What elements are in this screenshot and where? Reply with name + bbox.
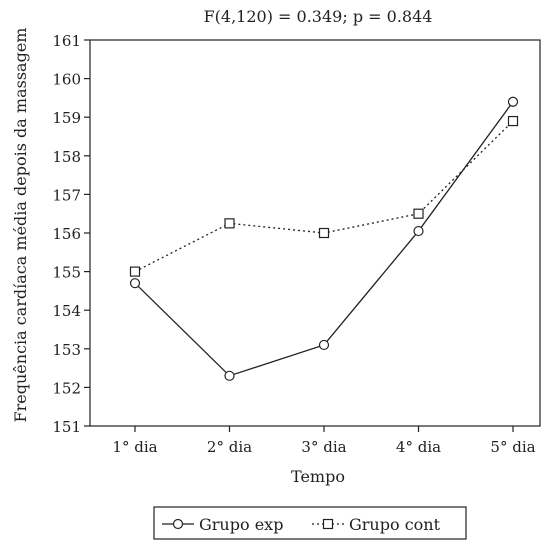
data-point xyxy=(507,115,519,127)
series-line xyxy=(134,101,514,377)
data-point xyxy=(129,266,141,277)
series-1 xyxy=(129,96,519,381)
y-axis-label: Frequência cardíaca média depois da mass… xyxy=(11,28,30,423)
plot-frame xyxy=(89,39,541,427)
y-tick-label: 160 xyxy=(52,71,81,89)
y-tick-label: 161 xyxy=(52,32,81,50)
data-point xyxy=(413,208,424,219)
y-tick-label: 158 xyxy=(52,148,81,166)
legend-marker xyxy=(322,518,334,530)
x-tick-label: 2° dia xyxy=(207,438,252,456)
legend-box xyxy=(153,506,467,540)
y-tick-label: 155 xyxy=(52,264,81,282)
data-point xyxy=(507,96,519,107)
data-point xyxy=(224,218,235,229)
axes: 151 152 153 154 155 156 157 158 159 160 161 1° dia 2… xyxy=(52,32,541,456)
data-point xyxy=(224,370,235,381)
y-tick-label: 157 xyxy=(52,186,81,204)
series-layer xyxy=(129,96,519,381)
y-tick-label: 152 xyxy=(52,379,81,397)
data-point xyxy=(318,339,330,351)
series-2 xyxy=(129,115,519,277)
data-point xyxy=(129,278,141,289)
legend: Grupo exp Grupo cont xyxy=(153,506,467,540)
y-tick-label: 159 xyxy=(52,109,81,127)
legend-label: Grupo cont xyxy=(349,515,441,534)
y-tick-label: 153 xyxy=(52,341,81,359)
data-point xyxy=(318,227,330,239)
legend-marker xyxy=(172,518,184,530)
y-tick-label: 156 xyxy=(52,225,81,243)
chart-title: F(4,120) = 0.349; p = 0.844 xyxy=(204,7,433,26)
x-tick-label: 5° dia xyxy=(490,438,535,456)
data-point xyxy=(413,225,424,237)
x-axis-label: Tempo xyxy=(291,467,345,486)
y-tick-label: 151 xyxy=(52,418,81,436)
y-tick-label: 154 xyxy=(52,302,81,320)
series-line xyxy=(134,120,514,273)
legend-label: Grupo exp xyxy=(199,515,283,534)
x-tick-label: 4° dia xyxy=(396,438,441,456)
x-tick-label: 3° dia xyxy=(301,438,346,456)
x-tick-label: 1° dia xyxy=(112,438,157,456)
